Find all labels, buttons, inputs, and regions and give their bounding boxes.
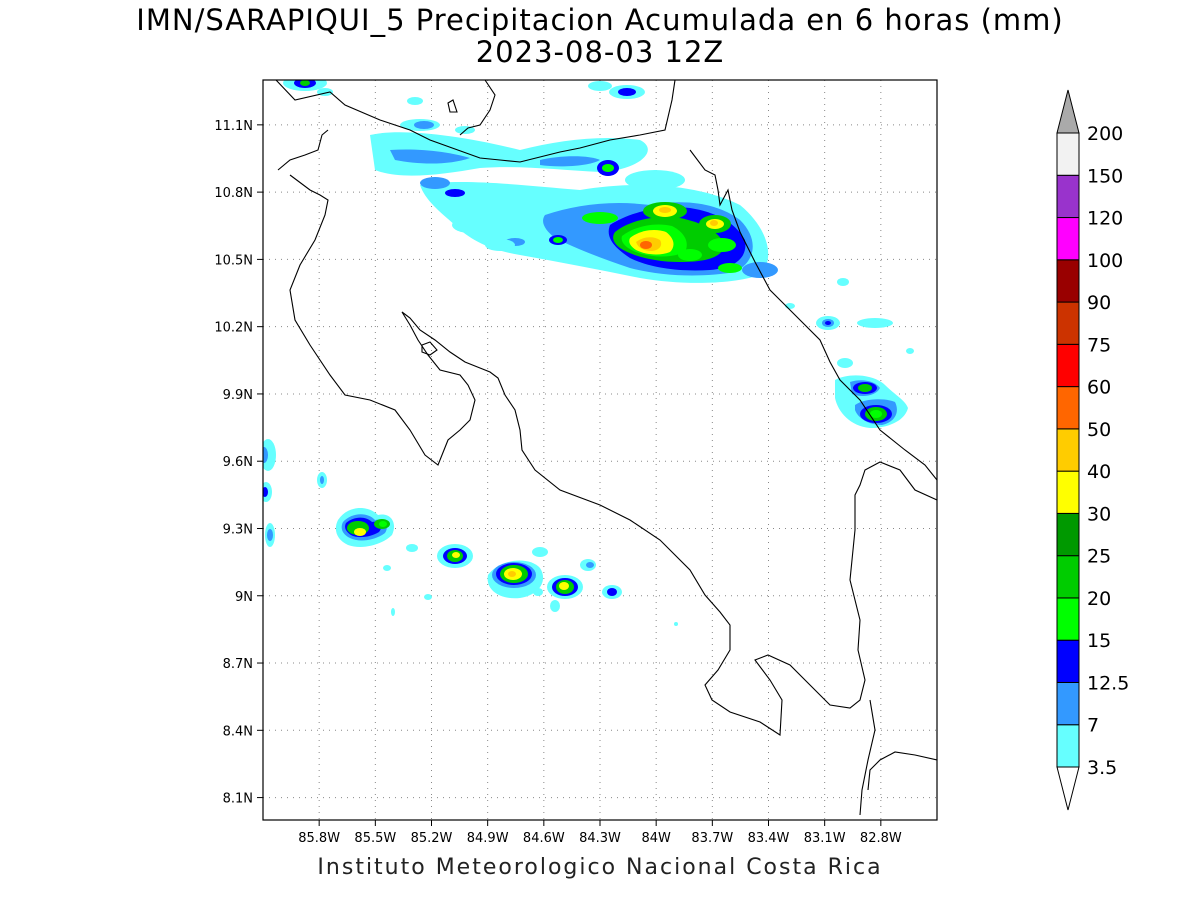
lat-tick-label: 8.4N (223, 724, 253, 739)
colorbar-swatch (1056, 132, 1080, 176)
colorbar-swatch (1056, 639, 1080, 683)
colorbar-level-label: 150 (1087, 165, 1123, 187)
precipitation-field (263, 80, 914, 626)
lon-tick-label: 83.1W (804, 831, 846, 846)
colorbar-level-label: 15 (1087, 630, 1111, 652)
lat-tick-label: 10.5N (214, 253, 253, 268)
san-juan-river-border (689, 149, 937, 481)
colorbar-level-label: 120 (1087, 208, 1123, 230)
lon-tick-label: 82.8W (860, 831, 902, 846)
lon-tick-label: 83.4W (748, 831, 790, 846)
colorbar-level-label: 50 (1087, 419, 1111, 441)
coastlines (275, 80, 937, 816)
colorbar-level-label: 12.5 (1087, 672, 1129, 694)
lon-tick-label: 85.2W (411, 831, 453, 846)
precip-top-cells (283, 80, 645, 134)
lat-tick-label: 9N (235, 590, 253, 605)
lon-tick-label: 84.9W (467, 831, 509, 846)
nicaragua-caribbean-coast (459, 80, 496, 136)
colorbar-swatch (1056, 259, 1080, 303)
lat-tick-label: 10.8N (214, 186, 253, 201)
colorbar-level-label: 60 (1087, 377, 1111, 399)
lat-tick-label: 11.1N (214, 119, 253, 134)
colorbar-swatch (1056, 174, 1080, 219)
colorbar-level-label: 3.5 (1087, 757, 1117, 779)
lon-tick-label: 85.8W (298, 831, 340, 846)
colorbar-swatch (1056, 301, 1080, 345)
lat-tick-label: 10.2N (214, 321, 253, 336)
lon-tick-label: 84.3W (579, 831, 621, 846)
colorbar-legend: 3.5 7 12.5 15 20 25 30 40 50 60 75 90 100 120 150 200 (1056, 89, 1129, 811)
colorbar-swatch (1056, 343, 1080, 388)
lat-tick-label: 9.9N (223, 388, 253, 403)
lat-tick-label: 9.6N (223, 455, 253, 470)
colorbar-level-label: 200 (1087, 123, 1123, 145)
colorbar-top-arrow (1056, 89, 1080, 134)
latitude-axis: 11.1N 10.8N 10.5N 10.2N 9.9N 9.6N 9.3N 9N 8.7N 8.… (214, 119, 263, 807)
precip-east-coast (785, 278, 914, 428)
colorbar-swatch (1056, 597, 1080, 641)
nicoya-gulf-coast (277, 129, 937, 736)
colorbar-swatch (1056, 681, 1080, 726)
precip-band-north (370, 132, 778, 283)
precip-pacific-cells (263, 439, 678, 626)
nicoya-island (421, 341, 438, 356)
lon-tick-label: 83.7W (691, 831, 733, 846)
colorbar-swatch (1056, 512, 1080, 557)
credit-footer: Instituto Meteorologico Nacional Costa R… (317, 855, 883, 880)
map-title: IMN/SARAPIQUI_5 Precipitacion Acumulada … (136, 3, 1064, 37)
lat-tick-label: 8.1N (223, 792, 253, 807)
lon-tick-label: 84.6W (523, 831, 565, 846)
colorbar-level-label: 30 (1087, 503, 1111, 525)
colorbar-swatch (1056, 470, 1080, 514)
colorbar-level-label: 75 (1087, 334, 1111, 356)
colorbar-swatch (1056, 555, 1080, 599)
colorbar-swatch (1056, 217, 1080, 261)
colorbar-level-label: 90 (1087, 292, 1111, 314)
lat-tick-label: 8.7N (223, 657, 253, 672)
colorbar-swatch (1056, 428, 1080, 472)
colorbar-bottom-arrow (1056, 766, 1080, 811)
colorbar-level-label: 7 (1087, 715, 1099, 737)
colorbar-level-label: 25 (1087, 546, 1111, 568)
panama-coast-south (859, 699, 937, 816)
lon-tick-label: 85.5W (354, 831, 396, 846)
nicaragua-border-north (275, 80, 676, 163)
colorbar-swatch (1056, 724, 1080, 768)
colorbar-level-label: 20 (1087, 588, 1111, 610)
longitude-axis: 85.8W 85.5W 85.2W 84.9W 84.6W 84.3W 84W 83.7W 83… (298, 820, 902, 846)
colorbar-level-label: 40 (1087, 461, 1111, 483)
lat-tick-label: 9.3N (223, 522, 253, 537)
lon-tick-label: 84W (641, 831, 671, 846)
lake-nicaragua-islet (447, 99, 458, 113)
colorbar-swatch (1056, 386, 1080, 430)
map-subtitle-datetime: 2023-08-03 12Z (475, 35, 725, 69)
colorbar-level-label: 100 (1087, 250, 1123, 272)
